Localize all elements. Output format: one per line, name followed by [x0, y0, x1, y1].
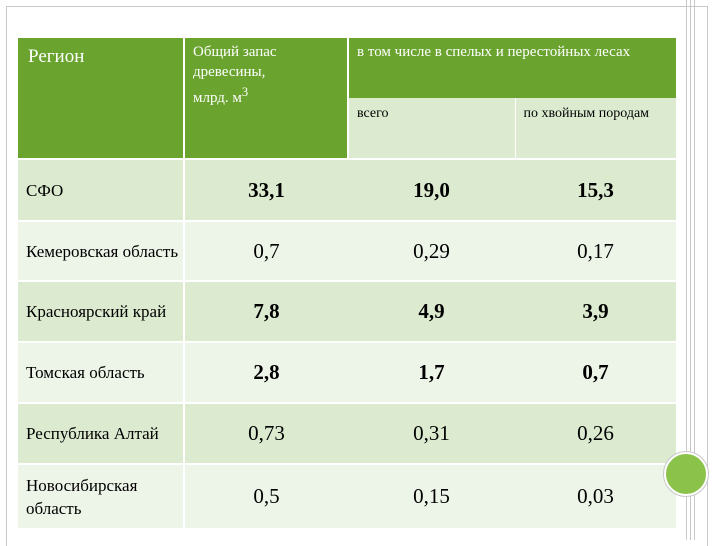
slide-rail-right: [694, 0, 695, 540]
table-row: СФО 33,1 19,0 15,3: [18, 158, 677, 221]
cell-total: 33,1: [184, 158, 348, 221]
cell-total: 0,5: [184, 463, 348, 528]
cell-conifer: 3,9: [515, 280, 677, 342]
header-region: Регион: [18, 38, 185, 159]
header-total-stock: Общий запас древесины, млрд. м3: [184, 38, 349, 159]
cell-total: 0,73: [184, 402, 348, 464]
cell-region: Новосибирская область: [18, 463, 185, 528]
cell-all: 19,0: [348, 158, 515, 221]
header-sub-all: всего: [348, 98, 515, 159]
table-row: Республика Алтай 0,73 0,31 0,26: [18, 402, 677, 464]
slide-frame: [6, 6, 708, 546]
cell-conifer: 0,26: [515, 402, 677, 464]
cell-total: 0,7: [184, 220, 348, 281]
table-row: Томская область 2,8 1,7 0,7: [18, 341, 677, 403]
header-mature-forests-label: в том числе в спелых и перестойных лесах: [357, 44, 631, 60]
table-row: Красноярский край 7,8 4,9 3,9: [18, 280, 677, 342]
cell-region: СФО: [18, 158, 185, 221]
header-total-line3: млрд. м: [193, 90, 242, 106]
cell-region: Республика Алтай: [18, 402, 185, 464]
table-row: Новосибирская область 0,5 0,15 0,03: [18, 463, 677, 528]
cell-conifer: 15,3: [515, 158, 677, 221]
cell-all: 4,9: [348, 280, 515, 342]
cell-all: 0,15: [348, 463, 515, 528]
slide-rail-middle: [690, 0, 691, 540]
table-row: Кемеровская область 0,7 0,29 0,17: [18, 220, 677, 281]
header-total-sup: 3: [241, 85, 249, 99]
cell-region: Кемеровская область: [18, 220, 185, 281]
cell-conifer: 0,03: [515, 463, 677, 528]
header-sub-all-label: всего: [357, 106, 389, 121]
forest-stock-table: Регион Общий запас древесины, млрд. м3 в…: [18, 38, 677, 528]
header-total-line1: Общий запас: [193, 44, 277, 60]
cell-total: 2,8: [184, 341, 348, 403]
header-sub-conifer-label: по хвойным породам: [523, 106, 650, 121]
cell-conifer: 0,17: [515, 220, 677, 281]
header-mature-forests: в том числе в спелых и перестойных лесах: [348, 38, 677, 98]
header-total-line2: древесины,: [193, 64, 266, 80]
cell-total: 7,8: [184, 280, 348, 342]
cell-conifer: 0,7: [515, 341, 677, 403]
cell-region: Красноярский край: [18, 280, 185, 342]
header-region-label: Регион: [28, 46, 85, 67]
cell-region: Томская область: [18, 341, 185, 403]
header-sub-conifer: по хвойным породам: [514, 98, 677, 159]
cell-all: 1,7: [348, 341, 515, 403]
cell-all: 0,29: [348, 220, 515, 281]
decorative-circle-icon: [664, 452, 708, 496]
cell-all: 0,31: [348, 402, 515, 464]
slide-rail-left: [686, 0, 687, 540]
